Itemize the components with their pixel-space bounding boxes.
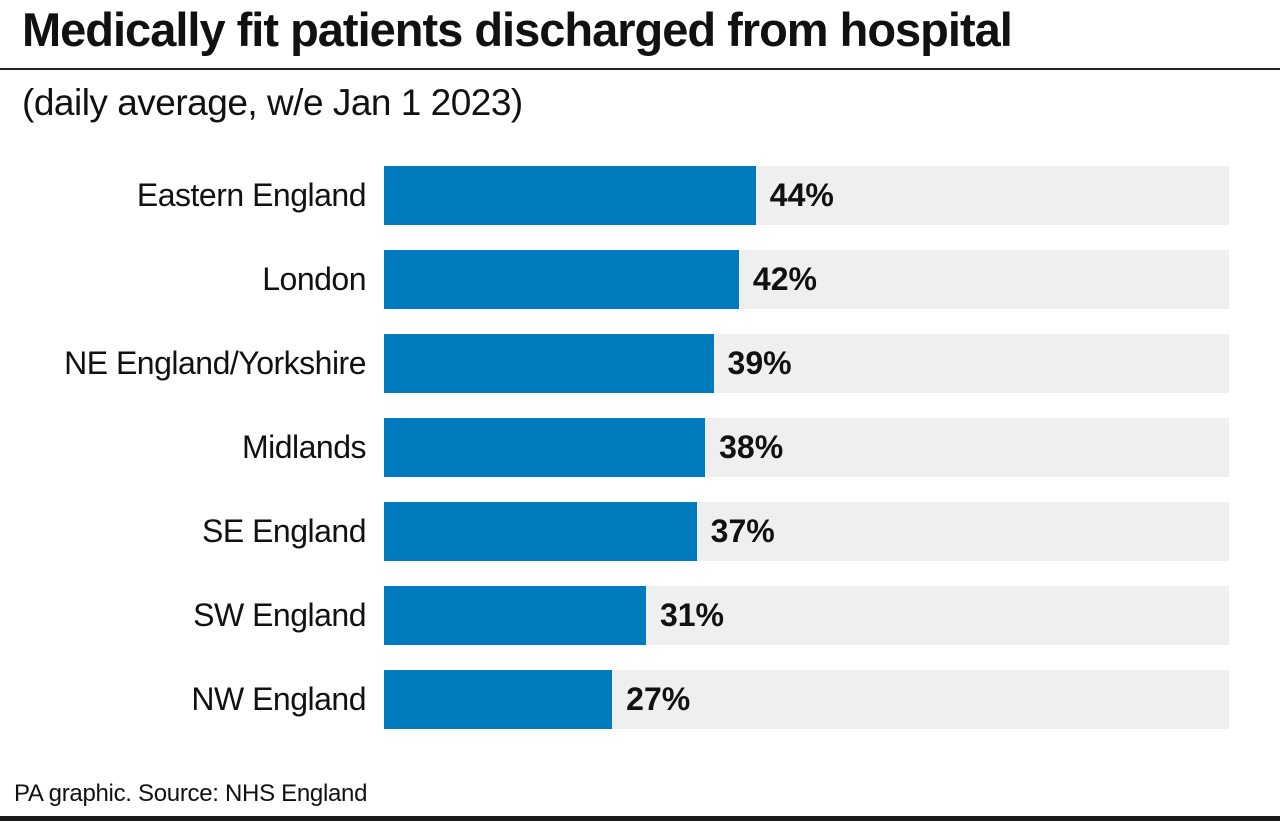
- category-label: London: [262, 261, 366, 297]
- category-label: SW England: [193, 597, 366, 633]
- value-label: 27%: [626, 681, 691, 717]
- chart-subtitle: (daily average, w/e Jan 1 2023): [22, 82, 523, 123]
- bar: [384, 670, 613, 729]
- value-label: 44%: [769, 177, 834, 213]
- chart-title: Medically fit patients discharged from h…: [22, 3, 1013, 56]
- bar: [384, 586, 646, 645]
- category-label: Midlands: [241, 429, 367, 465]
- category-label: Eastern England: [136, 177, 367, 213]
- category-label: SE England: [201, 513, 367, 549]
- bar: [384, 502, 697, 561]
- value-label: 37%: [710, 513, 775, 549]
- bar: [384, 166, 756, 225]
- bar: [384, 250, 739, 309]
- value-label: 39%: [727, 345, 792, 381]
- value-label: 42%: [752, 261, 817, 297]
- source-footer: PA graphic. Source: NHS England: [14, 780, 368, 807]
- title-divider: [0, 68, 1280, 70]
- bar: [384, 418, 706, 477]
- category-label: NE England/Yorkshire: [64, 345, 366, 381]
- category-label: NW England: [191, 681, 366, 717]
- value-label: 38%: [719, 429, 784, 465]
- value-label: 31%: [659, 597, 724, 633]
- bar: [384, 334, 714, 393]
- bottom-divider: [0, 816, 1280, 821]
